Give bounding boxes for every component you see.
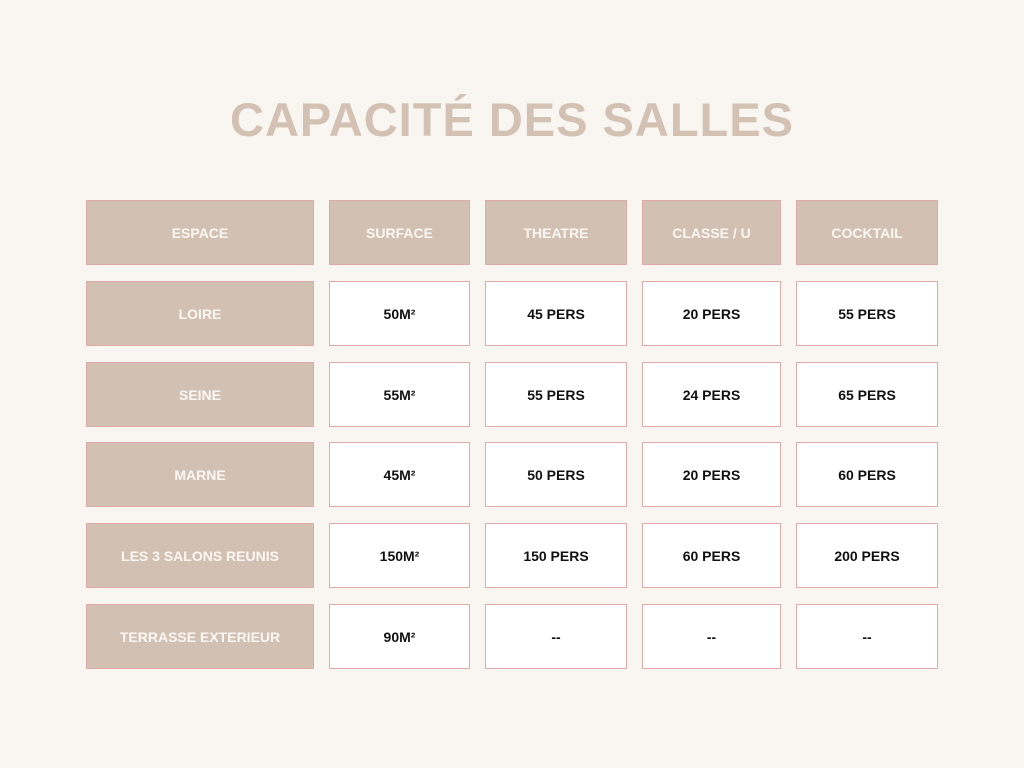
row-header: SEINE — [86, 362, 314, 427]
table-cell: 150 PERS — [485, 523, 627, 588]
page-title: CAPACITÉ DES SALLES — [230, 93, 794, 146]
column-header: COCKTAIL — [796, 200, 938, 265]
table-cell: 55 PERS — [796, 281, 938, 346]
table-cell: 45 PERS — [485, 281, 627, 346]
table-cell: -- — [642, 604, 781, 669]
column-header: SURFACE — [329, 200, 470, 265]
table-cell: 20 PERS — [642, 442, 781, 507]
table-cell: 65 PERS — [796, 362, 938, 427]
column-header: THEATRE — [485, 200, 627, 265]
table-cell: 60 PERS — [642, 523, 781, 588]
table-cell: 200 PERS — [796, 523, 938, 588]
table-cell: 24 PERS — [642, 362, 781, 427]
table-cell: 50M² — [329, 281, 470, 346]
table-cell: 60 PERS — [796, 442, 938, 507]
table-cell: -- — [796, 604, 938, 669]
row-header: MARNE — [86, 442, 314, 507]
table-cell: 45M² — [329, 442, 470, 507]
table-cell: -- — [485, 604, 627, 669]
table-cell: 90M² — [329, 604, 470, 669]
row-header: LOIRE — [86, 281, 314, 346]
column-header: ESPACE — [86, 200, 314, 265]
table-cell: 55 PERS — [485, 362, 627, 427]
table-cell: 150M² — [329, 523, 470, 588]
table-cell: 55M² — [329, 362, 470, 427]
row-header: LES 3 SALONS REUNIS — [86, 523, 314, 588]
table-cell: 20 PERS — [642, 281, 781, 346]
table-cell: 50 PERS — [485, 442, 627, 507]
column-header: CLASSE / U — [642, 200, 781, 265]
row-header: TERRASSE EXTERIEUR — [86, 604, 314, 669]
